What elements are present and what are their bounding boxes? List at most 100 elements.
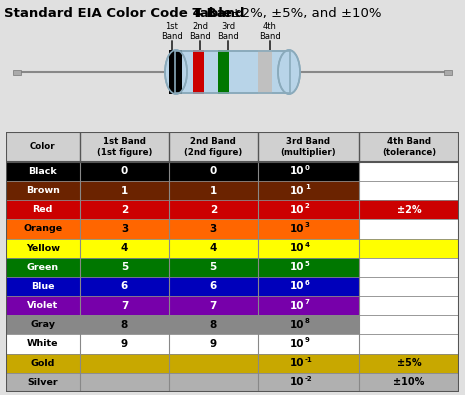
Text: Silver: Silver	[27, 378, 58, 387]
Text: 4th Band
(tolerance): 4th Band (tolerance)	[382, 137, 436, 157]
Text: 0: 0	[121, 166, 128, 177]
Bar	[169, 372, 258, 392]
Bar	[258, 354, 359, 372]
Ellipse shape	[165, 50, 187, 94]
Bar	[80, 181, 169, 200]
Text: 6: 6	[121, 281, 128, 292]
Bar	[6, 239, 80, 258]
Text: ±2%: ±2%	[397, 205, 421, 215]
Text: 2: 2	[121, 205, 128, 215]
Text: 1: 1	[121, 186, 128, 196]
Bar	[258, 277, 359, 296]
Text: 4 Band: 4 Band	[188, 7, 245, 20]
Bar	[6, 334, 80, 354]
Bar	[359, 334, 459, 354]
Text: ±5%: ±5%	[397, 358, 421, 368]
Bar	[80, 334, 169, 354]
Text: 3: 3	[305, 222, 310, 228]
Bar	[359, 315, 459, 334]
Bar	[258, 334, 359, 354]
Bar	[359, 258, 459, 277]
Text: 3: 3	[210, 224, 217, 234]
Text: 10: 10	[290, 339, 305, 349]
Text: -2: -2	[305, 376, 312, 382]
Text: Violet: Violet	[27, 301, 59, 310]
Text: : ±2%, ±5%, and ±10%: : ±2%, ±5%, and ±10%	[222, 7, 381, 20]
Text: 10: 10	[290, 358, 305, 368]
Text: 4: 4	[305, 242, 310, 248]
Bar	[169, 162, 258, 181]
Text: 10: 10	[290, 377, 305, 387]
Text: 3rd
Band: 3rd Band	[217, 22, 239, 41]
Bar	[359, 219, 459, 239]
Text: 10: 10	[290, 166, 305, 177]
Text: 0: 0	[210, 166, 217, 177]
Bar	[80, 162, 169, 181]
Text: 2nd Band
(2nd figure): 2nd Band (2nd figure)	[184, 137, 242, 157]
Bar	[6, 181, 80, 200]
Text: Gray: Gray	[30, 320, 55, 329]
Text: 1: 1	[210, 186, 217, 196]
Text: Standard EIA Color Code Table: Standard EIA Color Code Table	[4, 7, 232, 20]
FancyBboxPatch shape	[175, 51, 290, 93]
Text: 7: 7	[305, 299, 310, 305]
Bar	[6, 296, 80, 315]
Bar	[258, 258, 359, 277]
Bar	[193, 50, 204, 94]
Text: 0: 0	[305, 165, 310, 171]
Bar	[6, 258, 80, 277]
Text: 2nd
Band: 2nd Band	[189, 22, 211, 41]
Bar	[169, 354, 258, 372]
Text: 10: 10	[290, 281, 305, 292]
Text: Red: Red	[33, 205, 53, 214]
Text: 6: 6	[305, 280, 310, 286]
Text: 4th
Band: 4th Band	[259, 22, 281, 41]
Text: 8: 8	[121, 320, 128, 330]
Bar	[258, 162, 359, 181]
Bar	[258, 50, 272, 94]
Text: Orange: Orange	[23, 224, 62, 233]
Text: 8: 8	[305, 318, 310, 324]
Text: 2: 2	[305, 203, 310, 209]
Bar	[359, 181, 459, 200]
Text: 3: 3	[121, 224, 128, 234]
Bar	[218, 50, 228, 94]
Bar	[169, 258, 258, 277]
Bar	[359, 162, 459, 181]
Bar	[169, 334, 258, 354]
Text: 5: 5	[210, 262, 217, 272]
Bar	[6, 372, 80, 392]
Bar	[359, 200, 459, 219]
Text: 3rd Band
(multiplier): 3rd Band (multiplier)	[280, 137, 336, 157]
Bar	[6, 315, 80, 334]
Text: 9: 9	[210, 339, 217, 349]
Text: Gold: Gold	[31, 359, 55, 368]
Bar	[169, 315, 258, 334]
Text: 7: 7	[210, 301, 217, 310]
Bar	[169, 200, 258, 219]
Bar	[80, 219, 169, 239]
Text: Blue: Blue	[31, 282, 54, 291]
Text: 7: 7	[121, 301, 128, 310]
Text: 2: 2	[210, 205, 217, 215]
Bar	[80, 200, 169, 219]
Bar	[6, 277, 80, 296]
Text: 4: 4	[121, 243, 128, 253]
Bar	[169, 181, 258, 200]
Bar	[80, 354, 169, 372]
Bar	[359, 296, 459, 315]
Bar	[80, 315, 169, 334]
Bar	[169, 239, 258, 258]
Text: 10: 10	[290, 205, 305, 215]
Bar	[80, 258, 169, 277]
Bar	[80, 239, 169, 258]
Bar	[80, 372, 169, 392]
Bar	[6, 354, 80, 372]
Text: 9: 9	[121, 339, 128, 349]
Text: Brown: Brown	[26, 186, 60, 195]
Bar	[359, 372, 459, 392]
Text: 10: 10	[290, 243, 305, 253]
Bar	[168, 50, 181, 94]
Bar	[6, 219, 80, 239]
Bar	[258, 315, 359, 334]
